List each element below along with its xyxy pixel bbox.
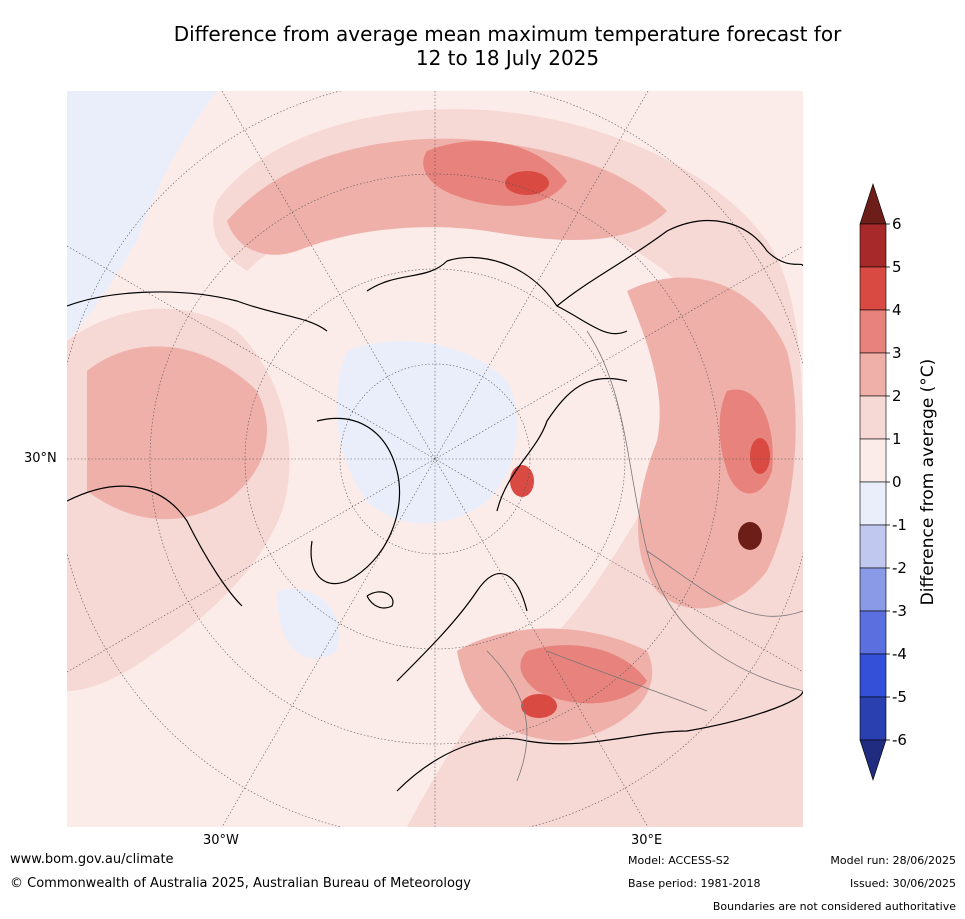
- colorbar-band: [859, 266, 887, 311]
- anomaly-spot-4-5-balkans: [521, 694, 557, 718]
- colorbar-tick-label: 1: [892, 430, 902, 448]
- colorbar-tick-label: 2: [892, 387, 902, 405]
- issued-text: Issued: 30/06/2025: [849, 877, 956, 890]
- colorbar-tick-label: 5: [892, 258, 902, 276]
- anomaly-spot-4-5-scandinavia: [510, 465, 534, 497]
- colorbar-band: [859, 395, 887, 440]
- colorbar-band: [859, 567, 887, 612]
- colorbar-band: [859, 352, 887, 397]
- colorbar-band: [859, 524, 887, 569]
- graticule: [67, 91, 803, 827]
- colorbar-arrow-bottom: [859, 739, 887, 781]
- colorbar-band: [859, 438, 887, 483]
- website-text: www.bom.gov.au/climate: [10, 852, 174, 867]
- cool-area-atlantic: [277, 589, 339, 659]
- map-title: Difference from average mean maximum tem…: [60, 22, 955, 70]
- anomaly-band-2-3-canada: [87, 346, 267, 520]
- colorbar-tick-label: 3: [892, 344, 902, 362]
- colorbar-band: [859, 223, 887, 268]
- longitude-label-30w: 30°W: [203, 833, 239, 848]
- colorbar-title: Difference from average (°C): [918, 358, 938, 606]
- colorbar-tick-label: -4: [892, 645, 907, 663]
- anomaly-band-3-4-europe: [520, 645, 647, 704]
- colorbar-band: [859, 696, 887, 741]
- anomaly-spot-4-5-north: [505, 171, 549, 195]
- copyright-text: © Commonwealth of Australia 2025, Austra…: [10, 876, 471, 891]
- latitude-label-30n: 30°N: [24, 451, 57, 466]
- cool-area-arctic: [336, 341, 518, 524]
- coastlines: [67, 220, 803, 792]
- colorbar-svg: 6 5 4 3 2 1 0 -1 -2 -3 -4 -5 -6: [859, 183, 907, 781]
- title-line-2: 12 to 18 July 2025: [415, 46, 600, 70]
- country-borders: [486, 330, 803, 782]
- colorbar-band: [859, 610, 887, 655]
- base-period-text: Base period: 1981-2018: [628, 877, 761, 890]
- colorbar-tick-label: -6: [892, 731, 907, 749]
- anomaly-band-1-2: [213, 109, 803, 827]
- colorbar: 6 5 4 3 2 1 0 -1 -2 -3 -4 -5 -6: [858, 182, 958, 782]
- model-text: Model: ACCESS-S2: [628, 854, 730, 867]
- colorbar-tick-label: 0: [892, 473, 902, 491]
- colorbar-band: [859, 309, 887, 354]
- colorbar-band: [859, 481, 887, 526]
- anomaly-spot-5-6-asia: [738, 522, 762, 550]
- cool-area-northwest: [67, 91, 217, 341]
- forecast-map: [67, 91, 803, 827]
- map-canvas: [67, 91, 803, 827]
- title-line-1: Difference from average mean maximum tem…: [173, 22, 842, 46]
- model-run-text: Model run: 28/06/2025: [830, 854, 956, 867]
- colorbar-tick-label: 4: [892, 301, 902, 319]
- colorbar-tick-label: -3: [892, 602, 907, 620]
- colorbar-tick-label: -2: [892, 559, 907, 577]
- anomaly-spot-4-5-siberia: [750, 438, 770, 474]
- longitude-label-30e: 30°E: [631, 833, 663, 848]
- colorbar-tick-label: 6: [892, 215, 902, 233]
- anomaly-band-2-3-north: [227, 138, 667, 255]
- disclaimer-text: Boundaries are not considered authoritat…: [712, 900, 956, 913]
- colorbar-tick-label: -5: [892, 688, 907, 706]
- colorbar-arrow-top: [859, 183, 887, 225]
- colorbar-band: [859, 653, 887, 698]
- colorbar-tick-label: -1: [892, 516, 907, 534]
